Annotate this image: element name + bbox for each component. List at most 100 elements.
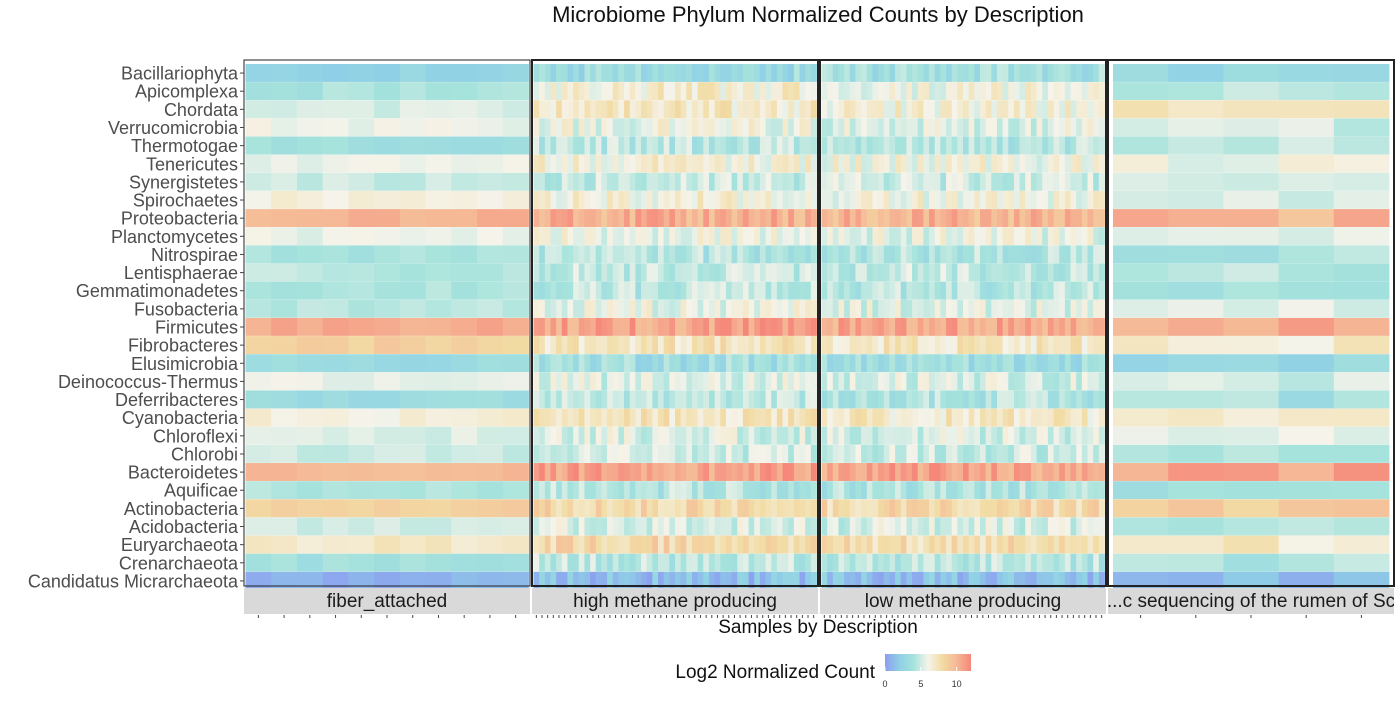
heatmap-cell xyxy=(425,553,452,572)
heatmap-cell xyxy=(544,172,551,191)
heatmap-cell xyxy=(759,372,766,391)
heatmap-cell xyxy=(849,64,856,82)
heatmap-cell xyxy=(771,190,778,209)
heatmap-cell xyxy=(912,317,919,336)
heatmap-cell xyxy=(618,571,625,590)
heatmap-cell xyxy=(584,372,591,391)
heatmap-cell xyxy=(866,426,873,445)
heatmap-cell xyxy=(348,100,375,119)
heatmap-cell xyxy=(968,118,975,137)
heatmap-cell xyxy=(1081,571,1088,590)
heatmap-cell xyxy=(838,553,845,572)
heatmap-cell xyxy=(1047,517,1054,536)
heatmap-cell xyxy=(731,245,738,264)
heatmap-cell xyxy=(502,281,529,300)
heatmap-cell xyxy=(703,299,710,318)
heatmap-cell xyxy=(612,571,619,590)
heatmap-cell xyxy=(844,227,851,246)
heatmap-cell xyxy=(799,517,806,536)
heatmap-cell xyxy=(979,136,987,155)
heatmap-cell xyxy=(502,408,529,427)
heatmap-cell xyxy=(759,535,766,554)
heatmap-cell xyxy=(322,553,349,572)
heatmap-cell xyxy=(680,154,687,173)
heatmap-cell xyxy=(635,136,642,155)
heatmap-cell xyxy=(590,517,597,536)
heatmap-cell xyxy=(805,245,812,264)
heatmap-cell xyxy=(872,463,879,481)
heatmap-cell xyxy=(832,481,839,500)
heatmap-cell xyxy=(1333,136,1390,155)
heatmap-cell xyxy=(607,571,614,590)
heatmap-cell xyxy=(934,136,941,155)
heatmap-cell xyxy=(477,463,504,481)
heatmap-cell xyxy=(691,571,699,590)
heatmap-cell xyxy=(951,245,958,264)
heatmap-cell xyxy=(906,390,913,409)
heatmap-cell xyxy=(754,408,761,427)
heatmap-cell xyxy=(296,317,324,336)
heatmap-cell xyxy=(561,426,568,445)
heatmap-cell xyxy=(595,281,602,300)
heatmap-cell xyxy=(399,100,426,119)
heatmap-cell xyxy=(271,118,298,137)
heatmap-cell xyxy=(889,190,896,209)
heatmap-cell xyxy=(979,317,987,336)
heatmap-cell xyxy=(799,390,806,409)
heatmap-cell xyxy=(883,281,890,300)
heatmap-cell xyxy=(878,463,885,481)
heatmap-cell xyxy=(544,118,551,137)
heatmap-cell xyxy=(844,535,851,554)
heatmap-cell xyxy=(748,426,755,445)
heatmap-cell xyxy=(646,336,653,355)
heatmap-cell xyxy=(663,553,670,572)
heatmap-cell xyxy=(821,190,828,209)
heatmap-cell xyxy=(601,100,608,119)
heatmap-cell xyxy=(601,281,608,300)
heatmap-cell xyxy=(872,245,879,264)
heatmap-cell xyxy=(1019,390,1026,409)
heatmap-cell xyxy=(612,372,619,391)
heatmap-cell xyxy=(556,299,563,318)
heatmap-cell xyxy=(1047,317,1054,336)
heatmap-cell xyxy=(940,317,947,336)
heatmap-cell xyxy=(725,172,732,191)
heatmap-cell xyxy=(686,64,693,82)
heatmap-cell xyxy=(827,444,834,463)
heatmap-cell xyxy=(1008,299,1015,318)
heatmap-cell xyxy=(1093,390,1100,409)
heatmap-cell xyxy=(502,64,529,82)
heatmap-cell xyxy=(533,390,540,409)
heatmap-cell xyxy=(996,118,1004,137)
heatmap-cell xyxy=(979,336,987,355)
heatmap-cell xyxy=(878,336,885,355)
heatmap-cell xyxy=(1081,444,1088,463)
facet-strip-bg xyxy=(1108,588,1394,614)
heatmap-cell xyxy=(584,263,591,282)
heatmap-cell xyxy=(934,390,941,409)
heatmap-cell xyxy=(912,336,919,355)
heatmap-cell xyxy=(612,317,619,336)
heatmap-cell xyxy=(759,390,766,409)
heatmap-cell xyxy=(669,100,676,119)
heatmap-cell xyxy=(1013,390,1020,409)
heatmap-cell xyxy=(646,553,653,572)
heatmap-cell xyxy=(725,263,732,282)
heatmap-cell xyxy=(658,172,665,191)
heatmap-cell xyxy=(1168,481,1224,500)
heatmap-cell xyxy=(708,354,716,373)
heatmap-cell xyxy=(793,136,800,155)
heatmap-cell xyxy=(533,444,540,463)
heatmap-cell xyxy=(573,336,580,355)
heatmap-cell xyxy=(584,426,591,445)
heatmap-cell xyxy=(374,354,401,373)
heatmap-cell xyxy=(1042,354,1049,373)
heatmap-cell xyxy=(595,553,602,572)
heatmap-cell xyxy=(567,571,574,590)
heatmap-cell xyxy=(1168,553,1224,572)
heatmap-cell xyxy=(895,535,902,554)
heatmap-cell xyxy=(883,535,890,554)
heatmap-cell xyxy=(607,100,614,119)
heatmap-cell xyxy=(929,281,936,300)
heatmap-cell xyxy=(805,263,812,282)
